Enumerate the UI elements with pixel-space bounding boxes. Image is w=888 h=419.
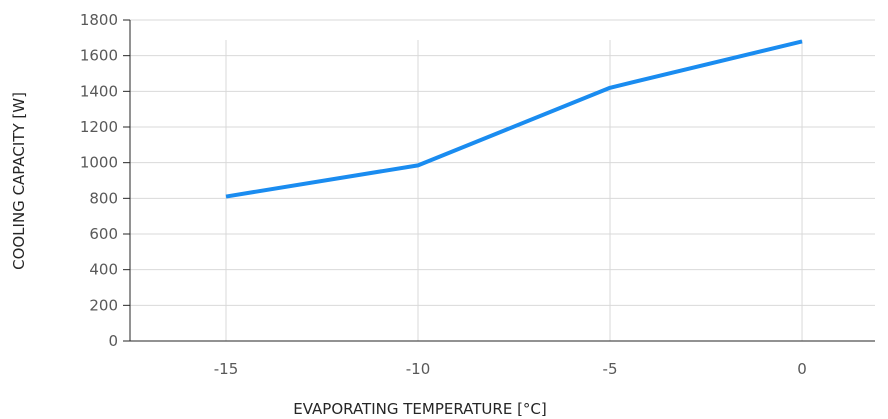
y-axis-tick-label: 1600	[80, 47, 118, 65]
y-axis-tick-label: 0	[108, 332, 118, 350]
y-axis-tick-label: 1200	[80, 118, 118, 136]
y-axis-tick-label: 1400	[80, 82, 118, 100]
x-axis-tick-label: -10	[406, 360, 431, 378]
axes	[123, 19, 875, 342]
series-line	[225, 39, 803, 199]
x-axis-tick-label: -5	[603, 360, 618, 378]
y-axis-tick-label: 800	[89, 189, 118, 207]
x-axis-tick-label: 0	[797, 360, 807, 378]
series	[225, 39, 803, 199]
y-axis-tick-label: 200	[89, 296, 118, 314]
grid	[130, 19, 875, 341]
x-axis-tick-label: -15	[214, 360, 239, 378]
y-axis-tick-label: 1800	[80, 11, 118, 29]
y-axis-title: COOLING CAPACITY [W]	[10, 92, 28, 270]
y-axis-tick-labels: 0 200 400 600 800 1000 1200 1400 1600 1800	[80, 11, 118, 350]
y-axis-tick-label: 400	[89, 261, 118, 279]
x-axis-tick-labels: -15 -10 -5 0	[214, 360, 807, 378]
y-axis-tick-label: 600	[89, 225, 118, 243]
x-axis-title: EVAPORATING TEMPERATURE [°C]	[293, 400, 547, 418]
y-axis-tick-label: 1000	[80, 154, 118, 172]
